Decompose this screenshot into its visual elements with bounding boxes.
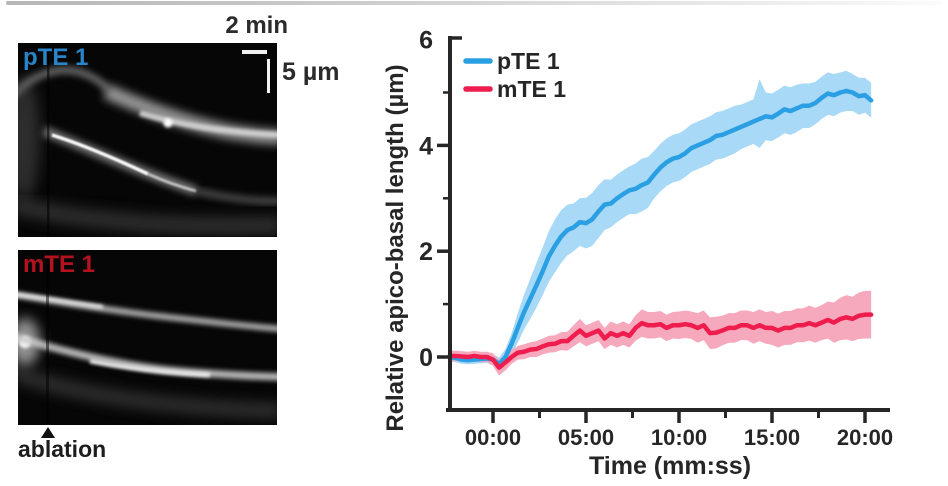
time-scalebar bbox=[242, 50, 267, 54]
kymograph-mte-label: mTE 1 bbox=[23, 251, 96, 278]
svg-text:Time (mm:ss): Time (mm:ss) bbox=[589, 452, 751, 480]
length-scalebar-label: 5 µm bbox=[282, 58, 340, 86]
time-scalebar-label: 2 min bbox=[225, 12, 288, 39]
crop-artifact-line bbox=[6, 1, 942, 5]
kymograph-pte-image: pTE 1 bbox=[18, 43, 277, 237]
svg-text:4: 4 bbox=[419, 132, 433, 160]
svg-text:Relative apico-basal length (µ: Relative apico-basal length (µm) bbox=[382, 64, 409, 431]
ablation-label: ablation bbox=[18, 436, 107, 462]
kymograph-mte-image: mTE 1 bbox=[18, 250, 277, 425]
kymograph-pte-art bbox=[18, 43, 277, 237]
ablation-arrowhead-icon bbox=[41, 427, 55, 438]
svg-text:10:00: 10:00 bbox=[651, 425, 707, 450]
svg-text:6: 6 bbox=[419, 27, 433, 55]
svg-text:15:00: 15:00 bbox=[744, 425, 800, 450]
svg-text:05:00: 05:00 bbox=[558, 425, 614, 450]
svg-text:pTE 1: pTE 1 bbox=[497, 48, 560, 74]
svg-text:mTE 1: mTE 1 bbox=[497, 76, 566, 102]
svg-text:20:00: 20:00 bbox=[837, 425, 893, 450]
length-scalebar bbox=[267, 59, 270, 93]
kymograph-mte-art bbox=[18, 250, 277, 425]
svg-text:2: 2 bbox=[419, 238, 433, 266]
svg-text:0: 0 bbox=[419, 344, 433, 372]
svg-text:00:00: 00:00 bbox=[465, 425, 521, 450]
kymograph-pte-label: pTE 1 bbox=[23, 44, 89, 71]
